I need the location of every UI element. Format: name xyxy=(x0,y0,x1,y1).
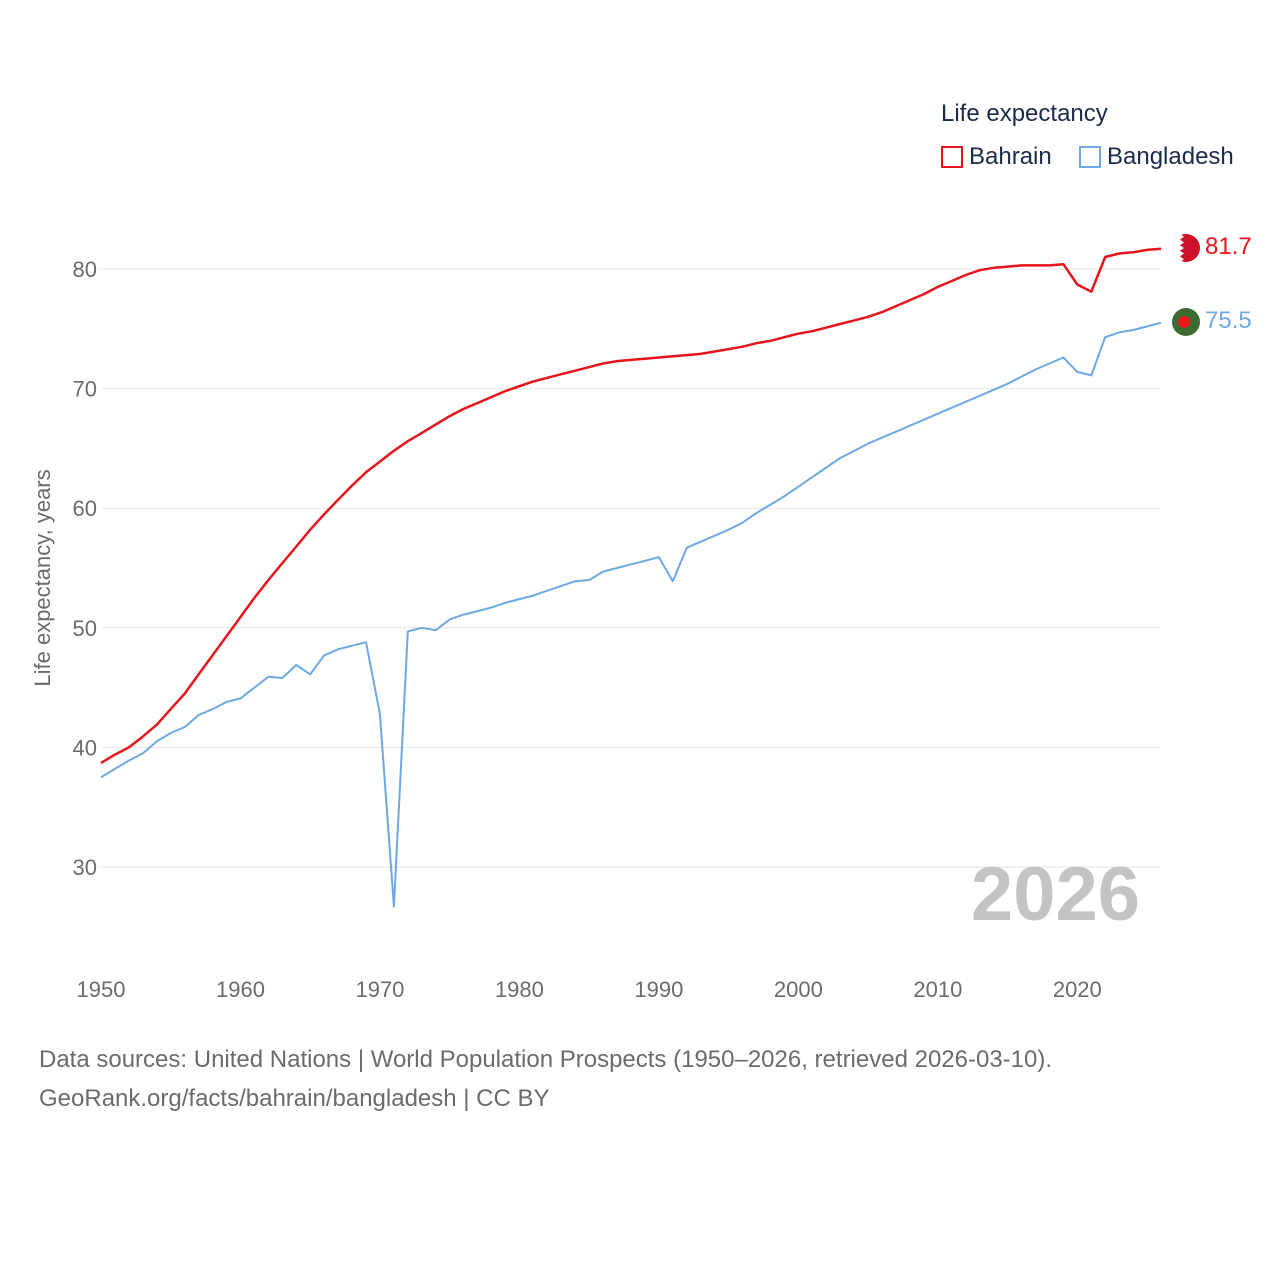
legend-item-bangladesh[interactable]: Bangladesh xyxy=(1079,143,1234,171)
y-tick-label: 60 xyxy=(73,496,97,521)
y-tick-label: 70 xyxy=(73,377,97,402)
x-tick-label: 2000 xyxy=(774,977,823,1002)
line-chart: 30 40 50 60 70 80 1950 1960 1970 1980 1990 2000 201… xyxy=(30,233,1252,1002)
bangladesh-flag-icon xyxy=(1172,308,1200,336)
y-tick-label: 80 xyxy=(73,257,97,282)
series-line-bangladesh[interactable] xyxy=(100,321,1162,908)
legend-swatch-bangladesh xyxy=(1079,146,1101,168)
y-axis-ticks: 30 40 50 60 70 80 xyxy=(73,257,97,880)
x-tick-label: 1970 xyxy=(355,977,404,1002)
y-tick-label: 40 xyxy=(73,735,97,760)
x-tick-label: 2010 xyxy=(913,977,962,1002)
grid-lines xyxy=(101,268,1161,868)
legend-label-bahrain: Bahrain xyxy=(969,143,1052,170)
x-tick-label: 1990 xyxy=(634,977,683,1002)
series-line-bahrain[interactable] xyxy=(100,247,1162,764)
x-tick-label: 2020 xyxy=(1053,977,1102,1002)
end-markers xyxy=(1172,234,1200,336)
y-tick-label: 50 xyxy=(73,616,97,641)
legend-item-bahrain[interactable]: Bahrain xyxy=(941,143,1052,171)
legend-label-bangladesh: Bangladesh xyxy=(1107,143,1234,170)
bahrain-flag-icon xyxy=(1172,234,1200,262)
credit-text[interactable]: GeoRank.org/facts/bahrain/bangladesh | C… xyxy=(39,1085,550,1112)
year-watermark: 2026 xyxy=(971,852,1140,937)
series-lines xyxy=(100,247,1162,908)
y-tick-label: 30 xyxy=(73,855,97,880)
x-tick-label: 1980 xyxy=(495,977,544,1002)
source-text: Data sources: United Nations | World Pop… xyxy=(39,1046,1053,1073)
end-label-bahrain: 81.7 xyxy=(1205,233,1252,260)
legend-swatch-bahrain xyxy=(941,146,963,168)
y-axis-label: Life expectancy, years xyxy=(30,469,55,686)
legend-title: Life expectancy xyxy=(941,100,1108,127)
end-label-bangladesh: 75.5 xyxy=(1205,307,1252,334)
x-tick-label: 1950 xyxy=(77,977,126,1002)
x-axis-ticks: 1950 1960 1970 1980 1990 2000 2010 2020 xyxy=(77,977,1102,1002)
x-tick-label: 1960 xyxy=(216,977,265,1002)
